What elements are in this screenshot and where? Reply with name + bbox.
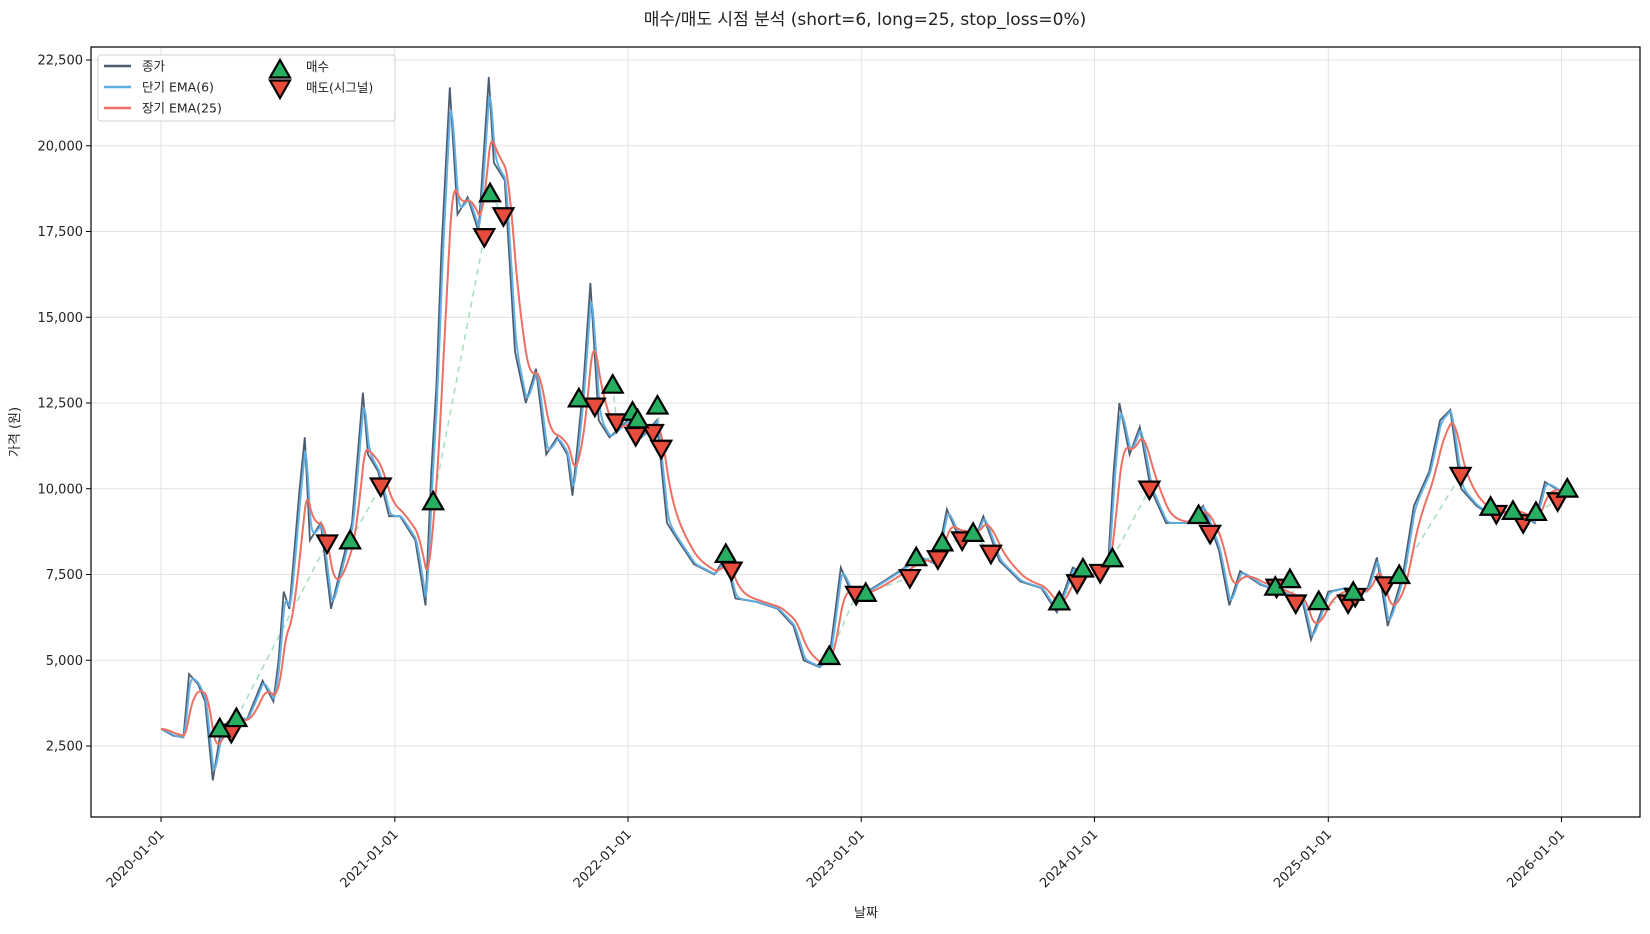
chart-title: 매수/매도 시점 분석 (short=6, long=25, stop_loss…	[644, 10, 1087, 30]
buy-marker	[224, 706, 249, 728]
buy-marker	[1047, 589, 1072, 611]
buy-marker	[1186, 503, 1211, 525]
grid	[91, 47, 1640, 817]
y-tick-label: 22,500	[38, 54, 84, 69]
y-tick-label: 7,500	[46, 568, 83, 583]
sell-marker	[649, 439, 674, 461]
sell-marker	[315, 534, 340, 556]
sell-marker	[472, 228, 497, 249]
buy-marker	[961, 521, 985, 542]
y-tick-label: 10,000	[38, 482, 84, 497]
holding-period-line	[1111, 488, 1151, 560]
buy-marker	[338, 528, 363, 550]
x-tick-label: 2022-01-01	[571, 827, 635, 891]
buy-marker	[1341, 580, 1366, 601]
x-axis-label: 날짜	[854, 906, 878, 921]
buy-marker	[1524, 500, 1548, 522]
buy-marker	[1071, 556, 1095, 578]
sell-marker	[1198, 524, 1222, 546]
legend-label: 매도(시그널)	[306, 80, 373, 95]
sell-marker	[1137, 480, 1162, 502]
legend-label: 단기 EMA(6)	[142, 80, 214, 95]
x-tick-label: 2025-01-01	[1271, 827, 1335, 891]
buy-marker	[600, 372, 625, 394]
legend-label: 매수	[306, 59, 329, 74]
buy-marker	[817, 644, 842, 666]
sell-marker	[368, 477, 393, 499]
short-ema-line	[160, 95, 1573, 771]
legend-box	[97, 54, 396, 122]
x-tick-label: 2020-01-01	[104, 827, 168, 891]
buy-marker	[1100, 546, 1125, 568]
legend-label: 장기 EMA(25)	[142, 101, 222, 116]
buy-marker	[421, 489, 446, 511]
buy-marker	[625, 407, 650, 429]
y-tick-label: 2,500	[46, 740, 83, 755]
y-tick-label: 17,500	[38, 225, 84, 240]
buy-marker	[566, 386, 591, 408]
holding-period-line	[432, 236, 486, 502]
x-tick-label: 2021-01-01	[338, 827, 402, 891]
y-tick-label: 20,000	[38, 139, 84, 154]
x-tick-label: 2023-01-01	[804, 827, 868, 891]
buy-marker	[853, 581, 878, 602]
legend-label: 종가	[142, 59, 166, 74]
x-axis: 2020-01-01 2021-01-01 2022-01-01 2023-01-01…	[104, 817, 1568, 891]
close-price-line	[160, 77, 1573, 781]
holding-period-line	[1398, 474, 1462, 576]
buy-marker	[1501, 499, 1525, 520]
axes-frame	[90, 46, 1641, 818]
y-axis: 2,500 5,000 7,500 10,000 12,500 15,000 17,500 2…	[38, 54, 91, 755]
buy-marker	[713, 542, 738, 564]
y-tick-label: 5,000	[46, 654, 83, 669]
buy-marker	[1555, 476, 1580, 498]
buy-marker	[207, 716, 232, 738]
legend-buy-marker	[268, 57, 292, 79]
buy-marker	[1478, 495, 1503, 516]
y-tick-label: 15,000	[38, 311, 84, 326]
buy-marker	[1387, 563, 1412, 585]
sell-marker	[719, 561, 744, 583]
buy-marker	[1306, 589, 1331, 611]
legend-sell-marker	[268, 79, 292, 101]
buy-marker	[478, 181, 502, 203]
sell-marker	[1088, 563, 1113, 585]
holding-period-line	[865, 576, 911, 595]
x-tick-label: 2026-01-01	[1504, 827, 1568, 891]
y-tick-label: 12,500	[38, 397, 84, 412]
buy-marker	[645, 393, 670, 415]
buy-marker	[930, 530, 955, 552]
sell-marker	[897, 568, 922, 590]
sell-marker	[1448, 466, 1473, 488]
sell-marker	[641, 423, 665, 445]
sell-marker	[979, 544, 1003, 566]
buy-marker	[1278, 567, 1302, 589]
y-axis-label: 가격 (원)	[8, 407, 23, 457]
plot-area	[160, 77, 1580, 781]
x-tick-label: 2024-01-01	[1037, 827, 1101, 891]
sell-marker	[491, 207, 516, 228]
buy-marker	[904, 545, 929, 567]
sell-marker	[604, 413, 629, 435]
sell-marker	[1283, 594, 1308, 616]
